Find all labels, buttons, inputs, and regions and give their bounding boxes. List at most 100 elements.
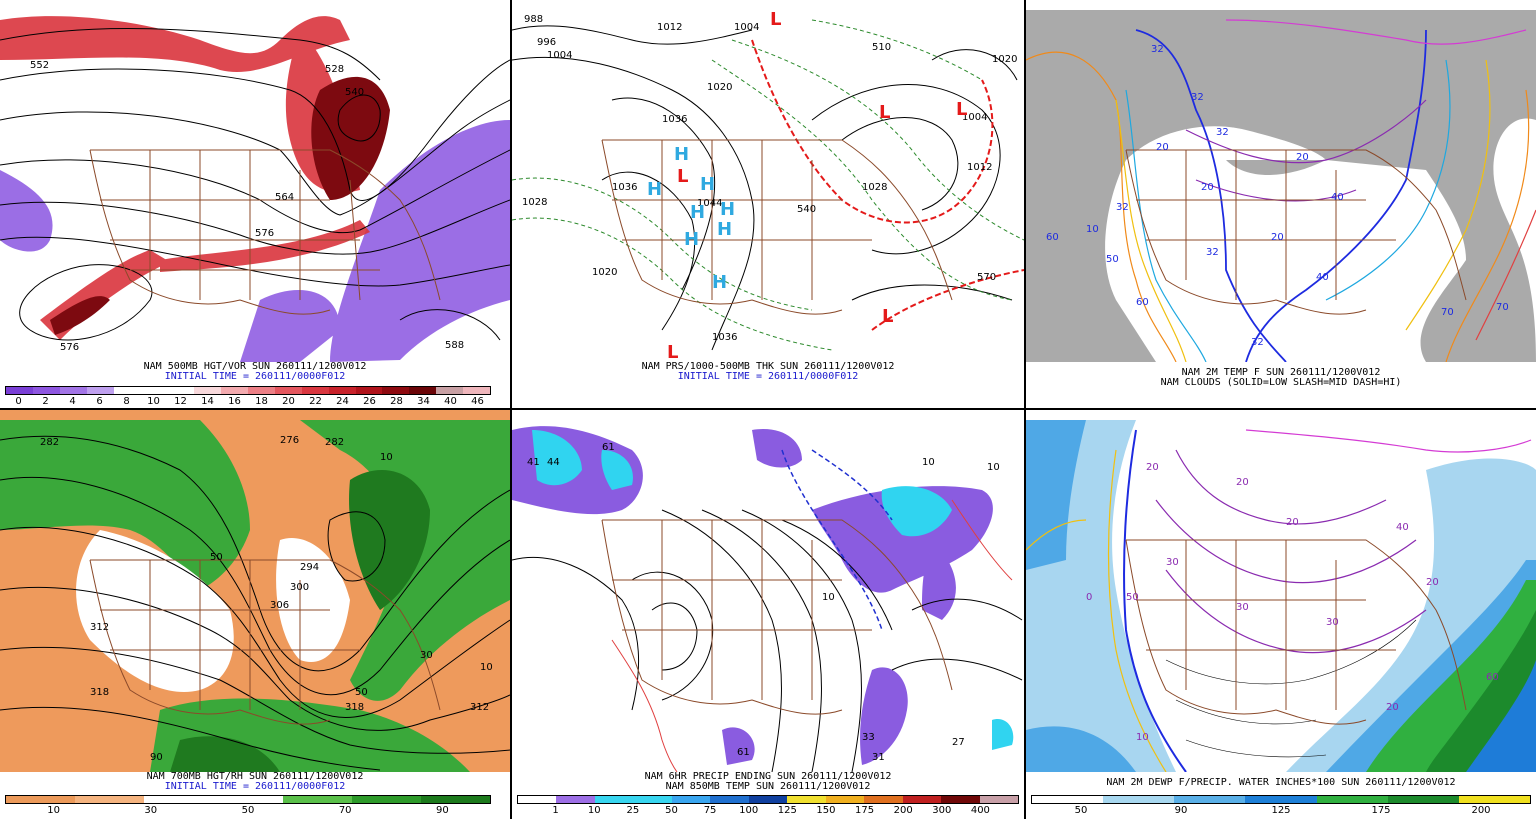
contour-label: 1004 (547, 50, 572, 61)
contour-label: 1020 (592, 267, 617, 278)
contour-label: 32 (1116, 202, 1129, 213)
panel-caption-line2: INITIAL TIME = 260111/0000F012 (164, 371, 346, 382)
scale-label: 10 (147, 396, 160, 407)
contour-label: 40 (1331, 192, 1344, 203)
contour-label: 588 (445, 340, 464, 351)
contour-label: 70 (1441, 307, 1454, 318)
contour-label: 20 (1201, 182, 1214, 193)
contour-label: 20 (1286, 517, 1299, 528)
contour-label: 540 (345, 87, 364, 98)
rh-color-scale (5, 795, 491, 804)
scale-label: 175 (1371, 805, 1391, 816)
vorticity-darkred-area (50, 76, 390, 335)
map-2m-temp-clouds: 32 32 32 20 20 10 20 32 32 40 50 60 70 32 20 40 70 60 (1026, 0, 1536, 362)
scale-swatch (355, 387, 383, 394)
scale-swatch (1387, 796, 1459, 803)
scale-swatch (6, 796, 76, 803)
scale-swatch (436, 387, 464, 394)
panel-caption-line1: NAM 6HR PRECIP ENDING SUN 260111/1200V01… (644, 771, 892, 782)
scale-swatch (594, 796, 634, 803)
panel-caption-line2: INITIAL TIME = 260111/0000F012 (164, 781, 346, 792)
contour-label: 10 (480, 662, 493, 673)
scale-label: 50 (241, 805, 255, 816)
scale-label: 6 (96, 396, 103, 407)
scale-swatch (144, 796, 214, 803)
panel-700mb-rh: 282 276 282 10 50 300 306 312 318 312 318 50 10 90 30 2… (0, 410, 510, 819)
contour-label: 570 (977, 272, 996, 283)
scale-label: 12 (174, 396, 187, 407)
scale-swatch (328, 387, 356, 394)
contour-label: 50 (1106, 254, 1119, 265)
high-pressure-label: H (674, 144, 689, 165)
map-dewpoint-pw: 20 20 20 30 30 30 40 10 20 60 50 20 0 (1026, 410, 1536, 772)
low-pressure-label: L (956, 99, 967, 120)
scale-label: 34 (417, 396, 430, 407)
rh-moist-area (0, 420, 510, 772)
scale-label: 400 (970, 805, 990, 816)
scale-label: 90 (436, 805, 449, 816)
panel-caption-line2: INITIAL TIME = 260111/0000F012 (677, 371, 859, 382)
contour-label: 20 (1146, 462, 1159, 473)
panel-2m-temp-clouds: 32 32 32 20 20 10 20 32 32 40 50 60 70 32 20 40 70 60 NAM… (1026, 0, 1536, 408)
scale-label: 200 (893, 805, 913, 816)
scale-label: 18 (255, 396, 268, 407)
scale-label: 22 (309, 396, 322, 407)
contour-label: 10 (922, 457, 935, 468)
scale-label: 70 (338, 805, 352, 816)
map-6hr-precip: 41 44 61 10 10 27 61 33 31 10 (512, 410, 1024, 772)
scale-swatch (463, 387, 491, 394)
contour-label: 996 (537, 37, 556, 48)
contour-label: 1044 (697, 198, 722, 209)
contour-label: 1028 (862, 182, 887, 193)
scale-swatch (167, 387, 195, 394)
contour-label: 31 (872, 752, 885, 763)
contour-label: 1004 (734, 22, 759, 33)
scale-swatch (86, 387, 114, 394)
contour-label: 50 (355, 687, 368, 698)
contour-label: 20 (1271, 232, 1284, 243)
contour-label: 312 (90, 622, 109, 633)
contour-label: 294 (300, 562, 319, 573)
contour-label: 1036 (612, 182, 637, 193)
panel-caption-line2: NAM CLOUDS (SOLID=LOW SLASH=MID DASH=HI) (1160, 377, 1402, 388)
contour-label: 10 (822, 592, 835, 603)
scale-swatch (902, 796, 942, 803)
scale-label: 125 (1271, 805, 1291, 816)
scale-swatch (140, 387, 168, 394)
contour-label: 90 (150, 752, 163, 763)
contour-label: 0 (1086, 592, 1092, 603)
high-pressure-label: H (712, 272, 727, 293)
scale-swatch (1316, 796, 1388, 803)
contour-label: 318 (345, 702, 364, 713)
scale-label: 175 (854, 805, 875, 816)
contour-label: 528 (325, 64, 344, 75)
contour-label: 20 (1386, 702, 1399, 713)
scale-swatch (633, 796, 672, 803)
scale-swatch (382, 387, 410, 394)
contour-label: 50 (1126, 592, 1139, 603)
scale-swatch (75, 796, 145, 803)
scale-swatch (194, 387, 222, 394)
contour-label: 282 (325, 437, 344, 448)
contour-label: 1036 (662, 114, 687, 125)
panel-pressure-thickness: 988 996 1004 1012 1004 1020 1036 1036 1044 1028 10… (512, 0, 1024, 408)
scale-swatch (1245, 796, 1317, 803)
scale-swatch (979, 796, 1019, 803)
high-pressure-label: H (720, 199, 735, 220)
contour-label: 540 (797, 204, 816, 215)
contour-label: 40 (1316, 272, 1329, 283)
scale-swatch (274, 387, 302, 394)
scale-label: 300 (932, 805, 952, 816)
low-pressure-label: L (882, 306, 893, 327)
high-pressure-label: H (647, 179, 662, 200)
vorticity-red-area (0, 16, 370, 340)
scale-label: 10 (587, 805, 601, 816)
scale-label: 16 (228, 396, 241, 407)
scale-swatch (113, 387, 141, 394)
contour-label: 1036 (712, 332, 737, 343)
vorticity-purple-area (0, 120, 510, 362)
contour-label: 576 (255, 228, 274, 239)
high-pressure-label: H (717, 219, 732, 240)
panel-6hr-precip: 41 44 61 10 10 27 61 33 31 10 NAM 6HR PRECIP ENDI… (512, 410, 1024, 819)
